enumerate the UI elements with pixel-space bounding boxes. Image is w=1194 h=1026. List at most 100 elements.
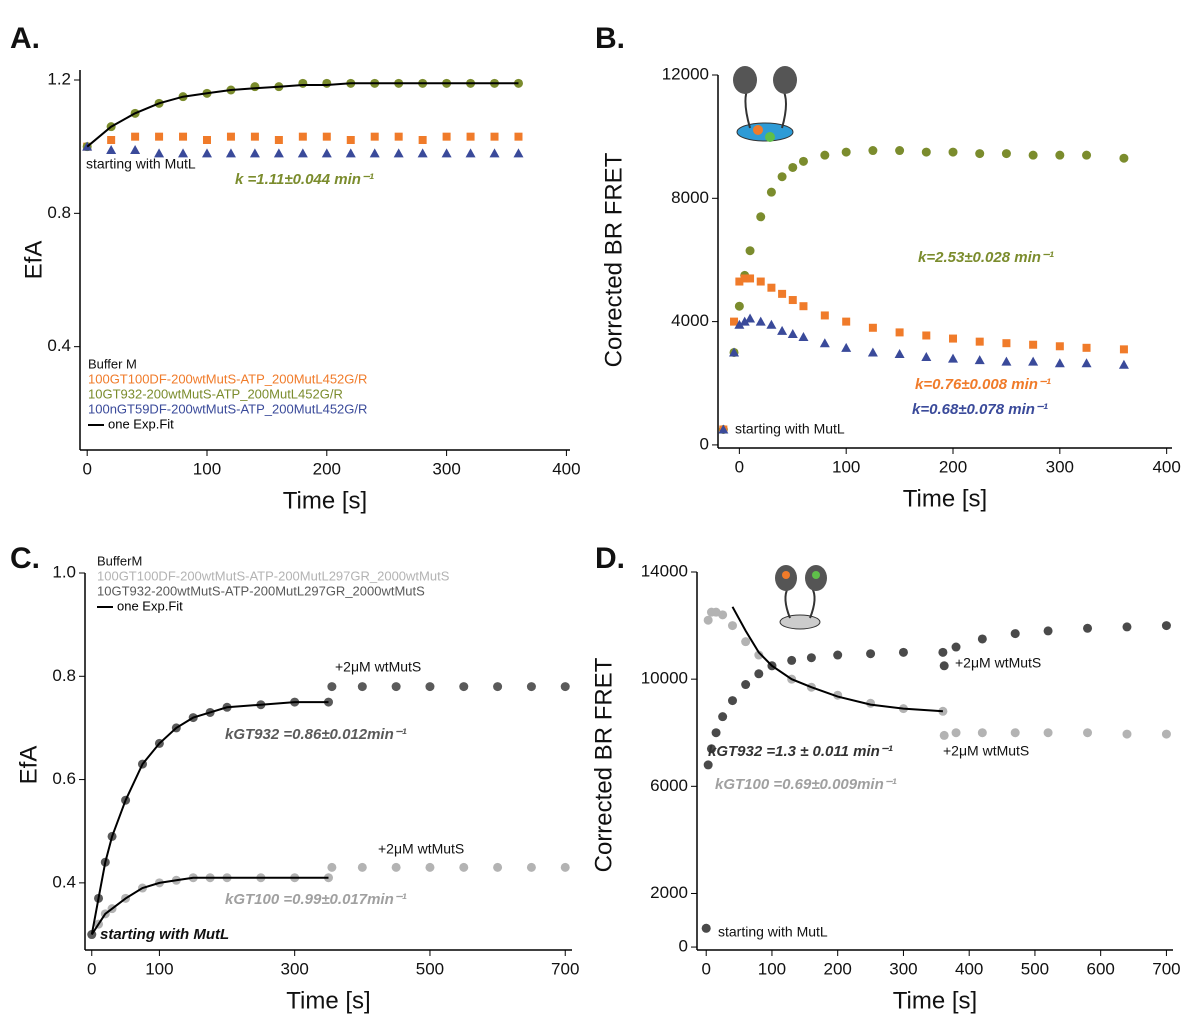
marker	[1029, 340, 1038, 349]
annotation: +2μM wtMutS	[378, 841, 464, 857]
x-tick-label: 200	[939, 457, 967, 476]
marker	[756, 277, 765, 286]
marker	[728, 621, 738, 631]
x-tick-label: 700	[551, 959, 579, 978]
legend-label: 100GT100DF-200wtMutS-ATP-200MutL297GR_20…	[97, 568, 450, 583]
marker	[1082, 343, 1091, 352]
marker	[740, 274, 749, 283]
marker	[394, 132, 403, 141]
marker	[706, 744, 716, 754]
marker	[728, 696, 738, 706]
x-axis-label: Time [s]	[286, 987, 370, 1014]
marker	[155, 132, 164, 141]
marker	[734, 301, 744, 311]
marker	[1054, 358, 1065, 368]
marker	[201, 148, 212, 158]
x-tick-label: 100	[193, 459, 221, 478]
marker	[465, 148, 476, 158]
annotation: kGT932 =0.86±0.012min⁻¹	[225, 726, 407, 743]
marker	[777, 325, 788, 335]
marker	[274, 136, 283, 144]
annotation: +2μM wtMutS	[335, 659, 421, 675]
x-tick-label: 200	[824, 959, 852, 978]
marker	[787, 655, 797, 665]
legend-label: 10GT932-200wtMutS-ATP_200MutL452G/R	[88, 386, 343, 401]
marker	[1122, 729, 1132, 739]
x-tick-label: 400	[1152, 457, 1180, 476]
marker	[977, 634, 987, 644]
marker	[297, 148, 308, 158]
marker	[819, 338, 830, 348]
panel-label: D.	[595, 542, 625, 575]
y-tick-label: 14000	[641, 561, 688, 580]
marker	[418, 136, 427, 144]
marker	[179, 132, 188, 141]
marker	[895, 328, 904, 337]
y-axis-label: EfA	[15, 746, 42, 785]
y-axis-label: Corrected BR FRET	[590, 657, 617, 872]
marker	[951, 642, 961, 652]
marker	[799, 302, 808, 311]
y-tick-label: 12000	[662, 64, 709, 83]
marker	[866, 649, 876, 659]
marker	[938, 647, 948, 657]
legend-label: one Exp.Fit	[108, 416, 174, 431]
x-tick-label: 0	[701, 959, 710, 978]
marker	[1119, 153, 1129, 163]
marker	[425, 682, 435, 692]
y-tick-label: 10000	[641, 669, 688, 688]
marker	[327, 682, 337, 692]
annotation: starting with MutL	[735, 421, 845, 437]
marker	[745, 313, 756, 323]
marker	[894, 348, 905, 358]
annotation: kGT100 =0.99±0.017min⁻¹	[225, 891, 407, 908]
marker	[1161, 729, 1171, 739]
marker	[250, 132, 259, 141]
marker	[746, 274, 755, 283]
x-tick-label: 100	[832, 457, 860, 476]
marker	[1055, 150, 1065, 160]
marker	[1081, 358, 1092, 368]
y-tick-label: 6000	[650, 776, 688, 795]
marker	[526, 682, 536, 692]
marker	[975, 149, 985, 159]
marker	[1010, 629, 1020, 639]
marker	[526, 862, 536, 872]
marker	[766, 319, 777, 329]
marker	[250, 82, 260, 92]
marker	[798, 332, 809, 342]
marker	[767, 283, 776, 292]
marker	[729, 347, 740, 357]
marker	[898, 647, 908, 657]
x-tick-label: 100	[758, 959, 786, 978]
annotation: k=0.68±0.078 min⁻¹	[912, 401, 1048, 418]
marker	[703, 760, 713, 770]
marker	[922, 331, 931, 340]
marker	[949, 334, 958, 343]
marker	[754, 650, 764, 660]
legend-title: Buffer M	[88, 356, 137, 371]
marker	[754, 669, 764, 679]
annotation: k =1.11±0.044 min⁻¹	[235, 171, 374, 188]
marker	[787, 328, 798, 338]
marker	[867, 347, 878, 357]
marker	[357, 682, 367, 692]
fit-line	[86, 82, 519, 148]
marker	[393, 148, 404, 158]
y-tick-label: 0	[679, 937, 688, 956]
marker	[788, 162, 798, 172]
annotation: k=2.53±0.028 min⁻¹	[918, 249, 1054, 266]
marker	[766, 187, 776, 197]
marker	[417, 148, 428, 158]
marker	[225, 148, 236, 158]
x-tick-label: 400	[552, 459, 580, 478]
marker	[1043, 626, 1053, 636]
marker	[345, 148, 356, 158]
marker	[842, 317, 851, 326]
marker	[1028, 150, 1038, 160]
marker	[493, 682, 503, 692]
marker	[493, 862, 503, 872]
annotation: starting with MutL	[100, 926, 229, 943]
annotation: starting with MutL	[718, 924, 828, 940]
x-tick-label: 700	[1152, 959, 1180, 978]
